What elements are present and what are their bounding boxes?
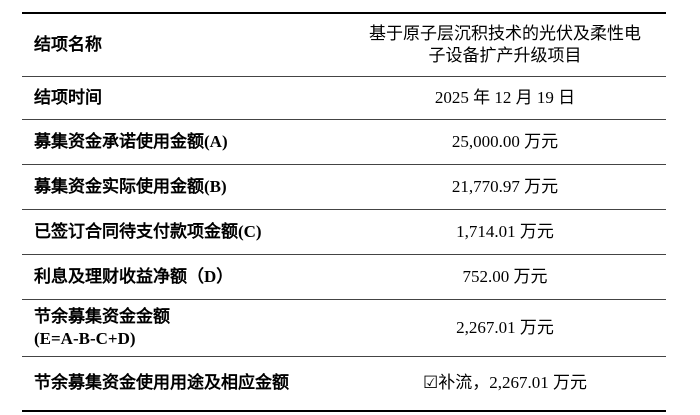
label: 已签订合同待支付款项金额(C)	[22, 209, 344, 255]
value: 基于原子层沉积技术的光伏及柔性电子设备扩产升级项目	[369, 23, 641, 65]
row: 募集资金承诺使用金额(A) 25,000.00 万元	[22, 119, 666, 165]
value: 21,770.97 万元	[344, 164, 666, 210]
label: 结项时间	[22, 76, 344, 120]
value: 1,714.01 万元	[344, 209, 666, 255]
label: 募集资金实际使用金额(B)	[22, 164, 344, 210]
label: 节余募集资金金额 (E=A-B-C+D)	[22, 299, 344, 357]
row: 结项名称 基于原子层沉积技术的光伏及柔性电子设备扩产升级项目	[22, 12, 666, 77]
info-table: 结项名称 基于原子层沉积技术的光伏及柔性电子设备扩产升级项目 结项时间 2025 年…	[22, 12, 666, 412]
label: 节余募集资金使用用途及相应金额	[22, 356, 344, 412]
row: 节余募集资金使用用途及相应金额 ☑补流，2,267.01 万元	[22, 356, 666, 412]
row: 利息及理财收益净额（D） 752.00 万元	[22, 254, 666, 300]
value: 2025 年 12 月 19 日	[344, 76, 666, 120]
value: 25,000.00 万元	[344, 119, 666, 165]
value: 2,267.01 万元	[344, 299, 666, 357]
label: 募集资金承诺使用金额(A)	[22, 119, 344, 165]
row: 节余募集资金金额 (E=A-B-C+D) 2,267.01 万元	[22, 299, 666, 357]
value: 752.00 万元	[344, 254, 666, 300]
value: ☑补流，2,267.01 万元	[344, 356, 666, 412]
row: 已签订合同待支付款项金额(C) 1,714.01 万元	[22, 209, 666, 255]
label: 利息及理财收益净额（D）	[22, 254, 344, 300]
label: 结项名称	[22, 12, 344, 77]
row: 结项时间 2025 年 12 月 19 日	[22, 76, 666, 120]
row: 募集资金实际使用金额(B) 21,770.97 万元	[22, 164, 666, 210]
cell: 基于原子层沉积技术的光伏及柔性电子设备扩产升级项目	[344, 12, 666, 77]
